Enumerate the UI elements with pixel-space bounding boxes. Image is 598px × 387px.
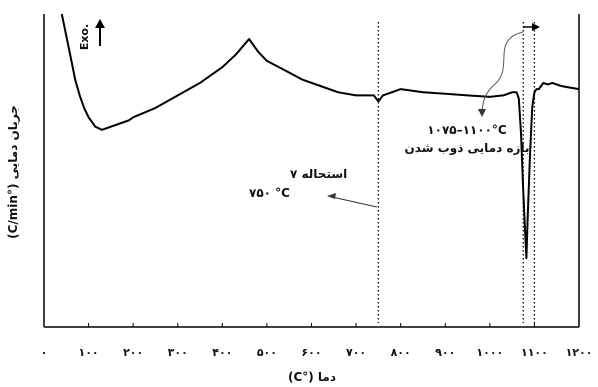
- x-tick-label: ۱۲۰۰: [566, 346, 593, 359]
- x-tick-label: ۲۰۰: [123, 346, 143, 359]
- x-tick-label: ۱۱۰۰: [521, 346, 548, 359]
- melting-arrow-icon: [478, 23, 540, 117]
- x-tick-label: ۰: [41, 346, 48, 359]
- x-tick-label: ۵۰۰: [257, 346, 277, 359]
- x-tick-label: ۷۰۰: [346, 346, 366, 359]
- exo-marker: Exo.: [78, 24, 91, 50]
- transformation-arrow-icon: [327, 193, 378, 208]
- annotation-transformation-line2: ۷۵۰ °C: [249, 186, 290, 200]
- x-axis-label: دما (°C): [288, 370, 336, 384]
- x-tick-label: ۱۰۰۰: [476, 346, 503, 359]
- annotation-melting-line1: ۱۰۷۵–۱۱۰۰°C: [427, 123, 507, 137]
- exo-arrow-icon: [95, 19, 105, 46]
- x-tick-label: ۸۰۰: [391, 346, 411, 359]
- y-axis-label: جریان دمایی (°C/min): [6, 105, 20, 239]
- annotation-transformation-line1: استحاله ۷: [290, 167, 347, 181]
- x-tick-label: ۶۰۰: [301, 346, 321, 359]
- x-tick-label: ۹۰۰: [435, 346, 455, 359]
- x-tick-label: ۱۰۰: [79, 346, 99, 359]
- dta-curve: [60, 13, 580, 260]
- x-tick-label: ۳۰۰: [168, 346, 188, 359]
- x-tick-label: ۴۰۰: [212, 346, 232, 359]
- annotation-melting-line2: بازه دمایی ذوب شدن: [405, 141, 530, 156]
